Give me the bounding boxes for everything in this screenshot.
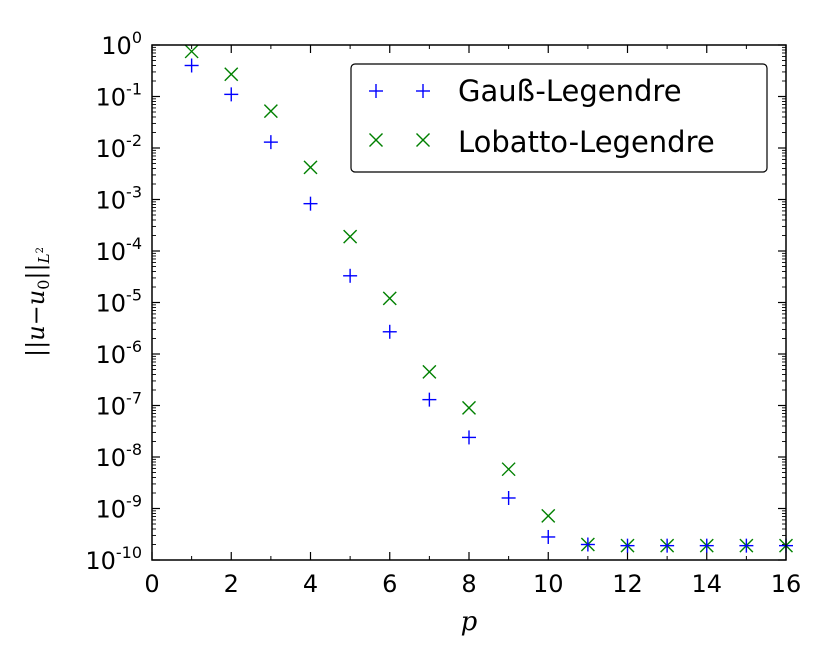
gauss-point bbox=[541, 529, 556, 544]
legend-markers bbox=[369, 84, 430, 147]
legend-box bbox=[350, 63, 768, 173]
lobatto-point bbox=[343, 229, 358, 244]
x-axis-label: p bbox=[461, 607, 478, 637]
y-tick-label: 10-10 bbox=[85, 543, 142, 575]
svg-text:||u−u0||L2: ||u−u0||L2 bbox=[22, 247, 53, 357]
gauss-point bbox=[699, 538, 714, 553]
y-tick-label: 10-2 bbox=[96, 131, 143, 163]
x-tick-label: 2 bbox=[224, 570, 239, 598]
x-tick-label: 4 bbox=[303, 570, 318, 598]
legend-marker-gauss bbox=[416, 84, 430, 98]
y-tick-label: 10-6 bbox=[96, 337, 143, 369]
gauss-point bbox=[184, 58, 199, 73]
lobatto-point bbox=[263, 104, 278, 119]
lobatto-point bbox=[422, 364, 437, 379]
gauss-point bbox=[462, 430, 476, 445]
gauss-point bbox=[501, 490, 516, 505]
gauss-point bbox=[620, 538, 635, 553]
legend: Gauß-Legendre Lobatto-Legendre bbox=[350, 63, 768, 173]
gauss-point bbox=[263, 135, 278, 150]
gauss-point bbox=[224, 87, 239, 102]
lobatto-point bbox=[303, 160, 318, 175]
lobatto-point bbox=[462, 400, 476, 415]
gauss-point bbox=[382, 324, 397, 339]
x-tick-label: 6 bbox=[382, 570, 397, 598]
lobatto-point bbox=[224, 67, 239, 82]
legend-marker-lobatto bbox=[369, 133, 383, 147]
y-axis-label: ||u−u0||L2 bbox=[22, 247, 53, 357]
data-markers bbox=[184, 44, 793, 553]
gauss-point bbox=[422, 392, 437, 407]
y-tick-label: 10-1 bbox=[96, 80, 143, 112]
x-tick-label: 16 bbox=[771, 570, 802, 598]
plot-frame bbox=[151, 44, 787, 561]
lobatto-point bbox=[501, 462, 516, 477]
axis-ticks: 0 2 4 6 8 10 12 14 16 100 10-1 10-2 10-3 10-4 10-5 10-6… bbox=[85, 28, 801, 598]
y-tick-label: 10-8 bbox=[96, 440, 143, 472]
x-tick-label: 0 bbox=[144, 570, 159, 598]
legend-marker-lobatto bbox=[416, 133, 430, 147]
y-tick-label: 100 bbox=[101, 28, 142, 60]
x-tick-label: 10 bbox=[533, 570, 564, 598]
y-tick-label: 10-9 bbox=[96, 492, 143, 524]
lobatto-point bbox=[541, 508, 556, 523]
gauss-point bbox=[739, 538, 754, 553]
y-tick-label: 10-5 bbox=[96, 286, 143, 318]
lobatto-point bbox=[184, 44, 199, 59]
y-tick-label: 10-7 bbox=[96, 389, 143, 421]
y-tick-label: 10-3 bbox=[96, 183, 143, 215]
gauss-point bbox=[580, 537, 595, 552]
x-tick-label: 12 bbox=[612, 570, 643, 598]
x-tick-label: 14 bbox=[691, 570, 722, 598]
gauss-point bbox=[660, 538, 675, 553]
gauss-point bbox=[343, 268, 358, 283]
x-tick-label: 8 bbox=[461, 570, 476, 598]
legend-marker-gauss bbox=[369, 84, 383, 98]
legend-label-gauss: Gauß-Legendre bbox=[458, 74, 682, 108]
gauss-point bbox=[303, 196, 318, 211]
lobatto-point bbox=[382, 291, 397, 306]
legend-label-lobatto: Lobatto-Legendre bbox=[458, 125, 715, 159]
y-tick-label: 10-4 bbox=[96, 234, 143, 266]
